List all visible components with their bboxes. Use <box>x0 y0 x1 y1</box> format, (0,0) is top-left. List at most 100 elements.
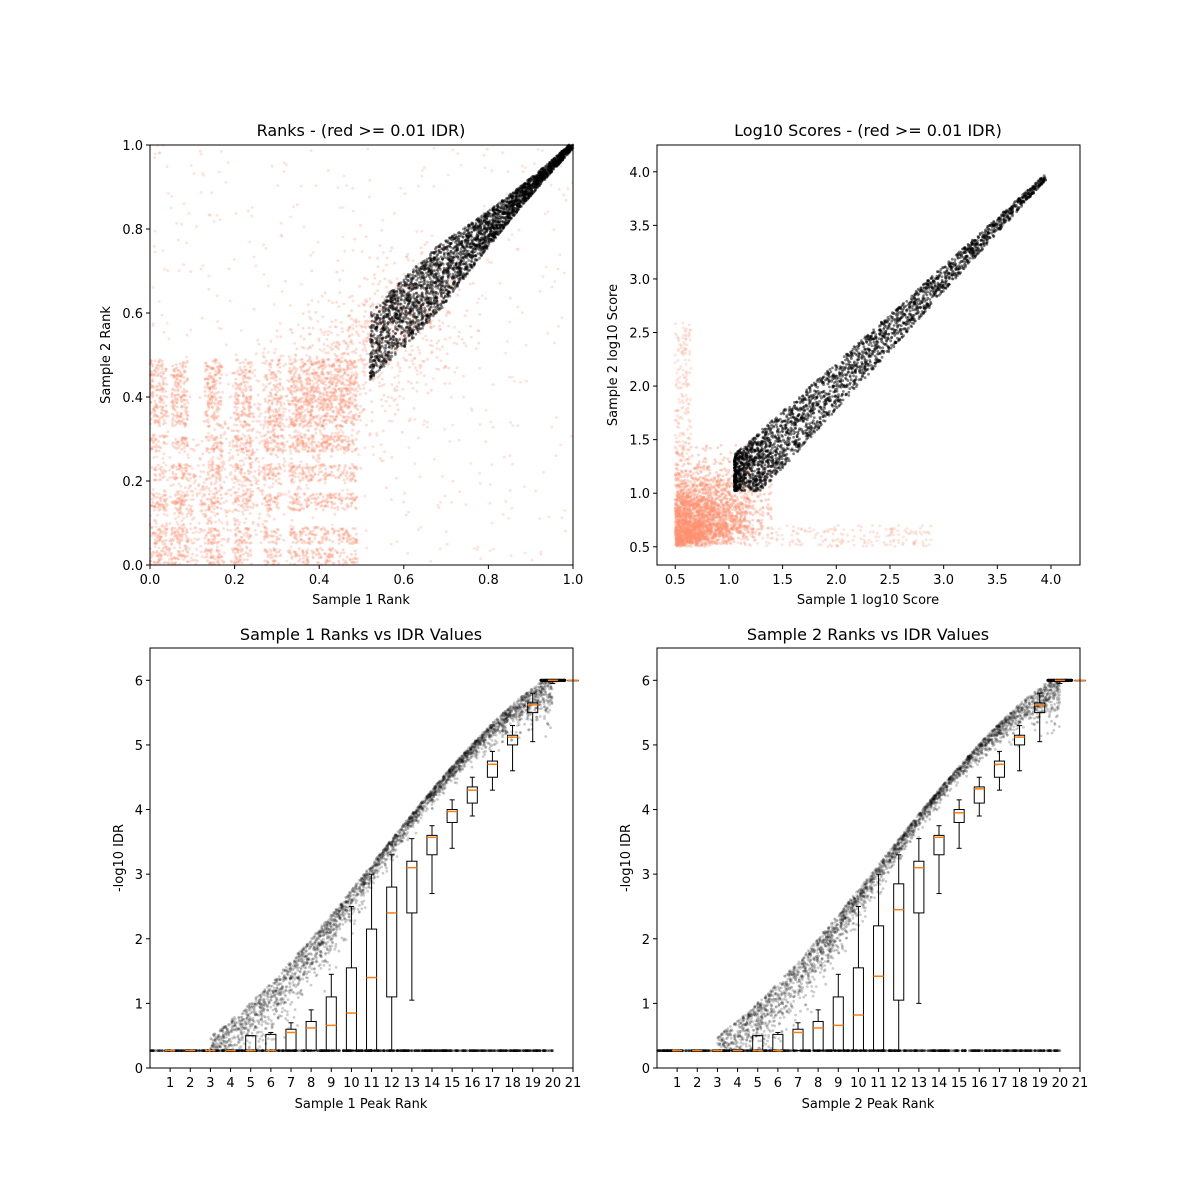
data-point <box>216 445 219 448</box>
data-point <box>155 495 159 499</box>
data-point <box>156 506 160 509</box>
data-point <box>203 390 207 393</box>
data-point <box>483 204 486 208</box>
data-point <box>275 538 279 542</box>
data-point <box>355 318 358 321</box>
data-point <box>326 386 330 390</box>
data-point <box>215 214 219 217</box>
data-point <box>263 416 267 419</box>
data-point <box>255 448 259 451</box>
data-point <box>213 502 217 505</box>
data-point <box>564 529 567 533</box>
data-point <box>357 359 360 362</box>
data-point <box>289 545 293 549</box>
data-point <box>282 513 286 516</box>
data-point <box>247 408 251 412</box>
data-point <box>242 558 246 562</box>
data-point <box>323 414 327 418</box>
data-point <box>197 464 200 467</box>
data-point <box>236 383 240 387</box>
data-point <box>215 436 218 439</box>
data-point <box>307 310 311 314</box>
data-point <box>321 364 324 367</box>
data-point <box>164 538 168 542</box>
data-point <box>236 498 240 502</box>
data-point <box>272 396 276 400</box>
data-point <box>484 297 488 300</box>
data-point <box>217 402 221 406</box>
data-point <box>218 489 221 492</box>
data-point <box>331 523 334 527</box>
data-point <box>332 398 336 402</box>
data-point <box>336 529 340 533</box>
data-point <box>482 153 486 157</box>
data-point <box>299 398 302 401</box>
data-point <box>276 422 280 425</box>
data-point <box>302 433 306 437</box>
data-point <box>337 410 341 414</box>
data-point <box>361 348 365 352</box>
data-point <box>448 336 452 340</box>
data-point <box>411 349 414 352</box>
data-point <box>341 434 345 438</box>
data-point <box>437 339 441 342</box>
data-point <box>341 425 344 428</box>
data-point <box>284 492 288 496</box>
data-point <box>163 499 167 503</box>
data-point <box>205 383 209 386</box>
data-point <box>243 445 247 448</box>
data-point <box>328 465 332 468</box>
data-point <box>293 447 297 451</box>
data-point <box>236 465 240 469</box>
data-point <box>395 277 399 280</box>
data-point <box>369 304 373 308</box>
data-point <box>267 498 271 502</box>
data-point <box>277 550 281 554</box>
data-point <box>242 394 246 398</box>
data-point <box>216 529 219 532</box>
data-point <box>180 534 184 537</box>
data-point <box>219 493 223 497</box>
data-point <box>207 508 210 511</box>
data-point <box>298 557 302 561</box>
data-point <box>257 468 261 472</box>
data-point <box>219 327 223 331</box>
data-point <box>152 406 156 410</box>
data-point <box>281 354 285 358</box>
data-point <box>301 406 304 410</box>
data-point <box>161 406 165 409</box>
data-point <box>161 390 165 393</box>
data-point <box>189 559 193 563</box>
data-point <box>168 539 172 542</box>
data-point <box>272 371 276 375</box>
data-point <box>275 554 278 558</box>
data-point <box>320 294 324 298</box>
data-point <box>295 388 299 392</box>
data-point <box>200 316 204 320</box>
data-point <box>150 466 154 469</box>
data-point <box>226 161 230 165</box>
data-point <box>465 309 469 313</box>
data-point <box>365 319 369 323</box>
data-point <box>315 355 319 358</box>
data-point <box>243 381 247 384</box>
data-point <box>214 369 217 373</box>
data-point <box>245 541 249 544</box>
data-point <box>243 508 247 512</box>
data-point <box>183 450 187 453</box>
data-point <box>200 555 204 558</box>
data-point <box>263 496 267 500</box>
data-point <box>352 471 355 475</box>
data-point <box>420 252 423 256</box>
data-point <box>523 551 527 555</box>
data-point <box>150 377 154 381</box>
data-point <box>305 353 308 357</box>
data-point <box>539 552 543 556</box>
data-point <box>312 390 316 393</box>
data-point <box>417 528 420 531</box>
data-point <box>237 483 241 486</box>
data-point <box>421 337 425 341</box>
data-point <box>318 348 322 351</box>
data-point <box>282 493 285 496</box>
data-point <box>257 516 261 520</box>
